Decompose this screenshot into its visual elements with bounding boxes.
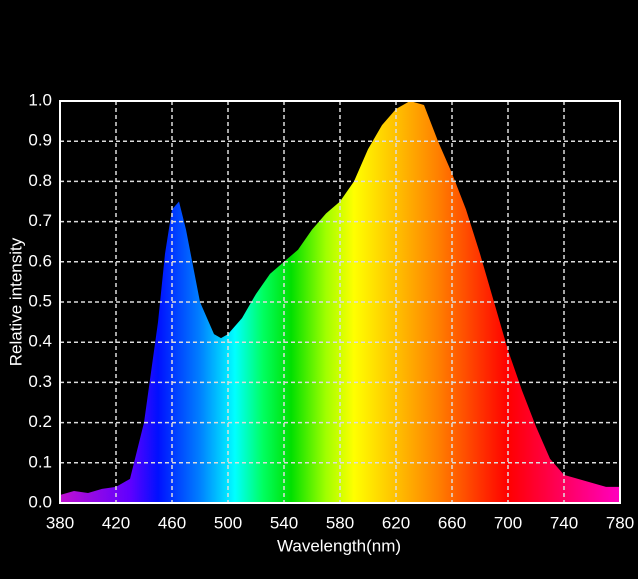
x-tick-label: 460 bbox=[158, 513, 186, 532]
y-tick-label: 0.9 bbox=[28, 131, 52, 150]
x-tick-label: 420 bbox=[102, 513, 130, 532]
x-axis-label: Wavelength(nm) bbox=[277, 536, 401, 555]
y-tick-label: 0.2 bbox=[28, 412, 52, 431]
y-tick-label: 0.7 bbox=[28, 211, 52, 230]
x-tick-label: 580 bbox=[326, 513, 354, 532]
y-tick-label: 0.3 bbox=[28, 372, 52, 391]
y-tick-label: 0.0 bbox=[28, 492, 52, 511]
y-tick-label: 0.5 bbox=[28, 291, 52, 310]
y-tick-label: 0.4 bbox=[28, 332, 52, 351]
y-tick-label: 0.1 bbox=[28, 452, 52, 471]
x-tick-label: 500 bbox=[214, 513, 242, 532]
x-tick-label: 380 bbox=[46, 513, 74, 532]
x-tick-label: 620 bbox=[382, 513, 410, 532]
x-tick-label: 700 bbox=[494, 513, 522, 532]
y-tick-label: 0.8 bbox=[28, 171, 52, 190]
x-tick-label: 780 bbox=[606, 513, 634, 532]
y-tick-label: 1.0 bbox=[28, 90, 52, 109]
x-tick-label: 740 bbox=[550, 513, 578, 532]
plot-frame bbox=[59, 100, 621, 504]
y-axis-label: Relative intensity bbox=[6, 237, 25, 366]
y-tick-label: 0.6 bbox=[28, 251, 52, 270]
x-tick-label: 660 bbox=[438, 513, 466, 532]
x-tick-label: 540 bbox=[270, 513, 298, 532]
